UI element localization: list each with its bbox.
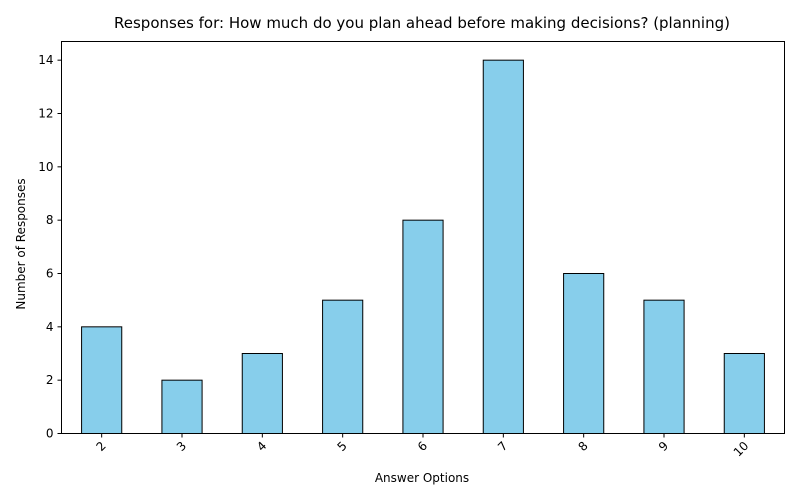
y-tick-label: 2 (46, 373, 54, 387)
x-ticks-group: 2 3 4 5 6 7 8 9 10 (93, 433, 752, 460)
x-tick-label: 5 (334, 439, 349, 454)
bar-5 (322, 299, 364, 435)
bar-9 (643, 299, 685, 435)
x-tick-label: 10 (731, 439, 752, 460)
y-tick-label: 4 (46, 320, 54, 334)
y-tick-label: 12 (38, 107, 53, 121)
plot-frame (61, 41, 785, 434)
bar-10 (723, 353, 765, 434)
bar-3 (161, 379, 203, 435)
y-tick-label: 8 (46, 213, 54, 227)
y-tick-label: 14 (38, 53, 53, 67)
x-tick-label: 4 (254, 439, 269, 454)
x-tick-label: 8 (575, 439, 590, 454)
x-tick-label: 6 (415, 439, 430, 454)
y-tick-label: 0 (46, 427, 54, 441)
bar-8 (563, 273, 605, 434)
bars-group (81, 59, 765, 435)
x-tick-label: 9 (656, 439, 671, 454)
bar-2 (81, 326, 123, 434)
x-tick-label: 3 (174, 439, 189, 454)
x-axis-label: Answer Options (375, 471, 469, 485)
bar-7 (482, 59, 524, 434)
y-axis-label: Number of Responses (14, 178, 28, 309)
y-ticks-group: 0 2 4 6 8 10 12 14 (38, 53, 62, 441)
bar-6 (402, 219, 444, 434)
y-tick-label: 10 (38, 160, 53, 174)
y-tick-label: 6 (46, 267, 54, 281)
chart-title: Responses for: How much do you plan ahea… (114, 14, 730, 32)
x-tick-label: 2 (93, 439, 108, 454)
bar-4 (241, 353, 283, 434)
x-tick-label: 7 (495, 439, 510, 454)
